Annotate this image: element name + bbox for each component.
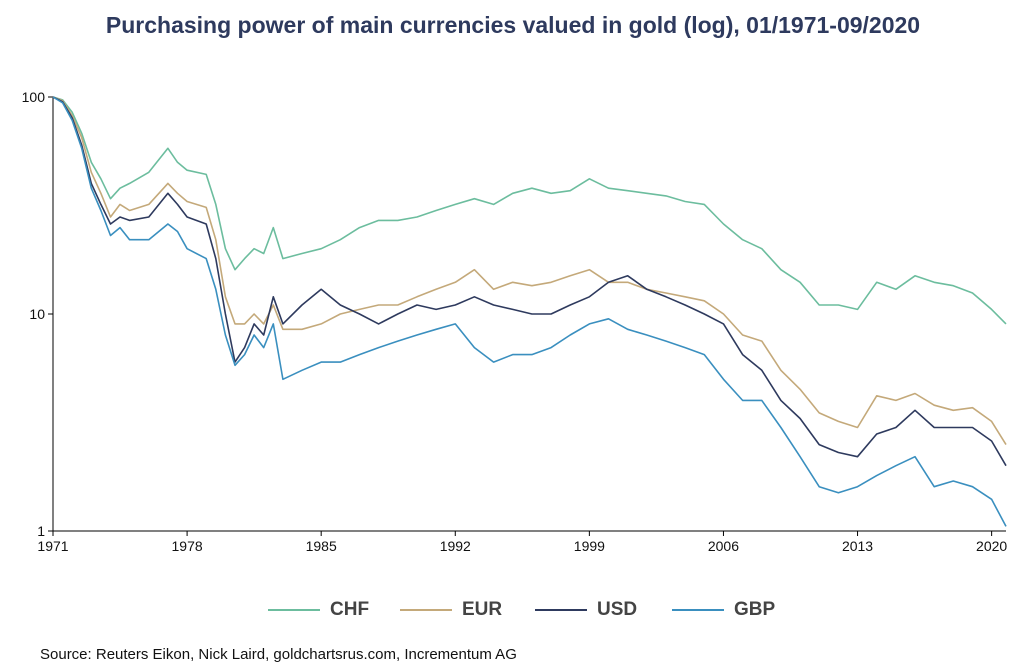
x-tick-label: 1971	[37, 538, 68, 554]
legend-swatch	[268, 609, 320, 611]
series-line-eur	[52, 96, 1007, 446]
legend-label: GBP	[734, 599, 776, 620]
chart-title: Purchasing power of main currencies valu…	[105, 12, 921, 38]
grid-and-axes	[48, 96, 1006, 536]
legend-label: CHF	[330, 599, 370, 620]
legend-item-gbp: GBP	[672, 597, 775, 623]
x-tick-label: 1985	[306, 538, 337, 554]
legend-label: USD	[597, 599, 638, 620]
tick-labels: 1 10 100 1971 1978 1985 1992 1999 2006 2013 2020	[22, 89, 1008, 554]
legend-label: EUR	[462, 599, 503, 620]
legend-item-usd: USD	[535, 597, 637, 623]
legend-item-chf: CHF	[268, 597, 369, 623]
x-tick-label: 2020	[976, 538, 1007, 554]
x-tick-label: 1978	[172, 538, 203, 554]
y-tick-label: 10	[29, 306, 45, 322]
legend: CHF EUR USD GBP	[0, 597, 1026, 627]
source-note: Source: Reuters Eikon, Nick Laird, goldc…	[40, 646, 517, 663]
series-lines	[52, 96, 1007, 527]
x-tick-label: 1999	[574, 538, 605, 554]
series-line-chf	[52, 96, 1007, 325]
x-tick-label: 1992	[440, 538, 471, 554]
y-tick-label: 1	[37, 523, 45, 539]
series-line-usd	[52, 96, 1007, 467]
y-tick-label: 100	[22, 89, 46, 105]
series-line-gbp	[52, 96, 1007, 527]
x-tick-label: 2013	[842, 538, 873, 554]
legend-swatch	[672, 609, 724, 611]
legend-item-eur: EUR	[400, 597, 502, 623]
legend-swatch	[400, 609, 452, 611]
x-tick-label: 2006	[708, 538, 739, 554]
legend-swatch	[535, 609, 587, 611]
line-chart: 1 10 100 1971 1978 1985 1992 1999 2006 2013 2020	[22, 89, 1008, 554]
